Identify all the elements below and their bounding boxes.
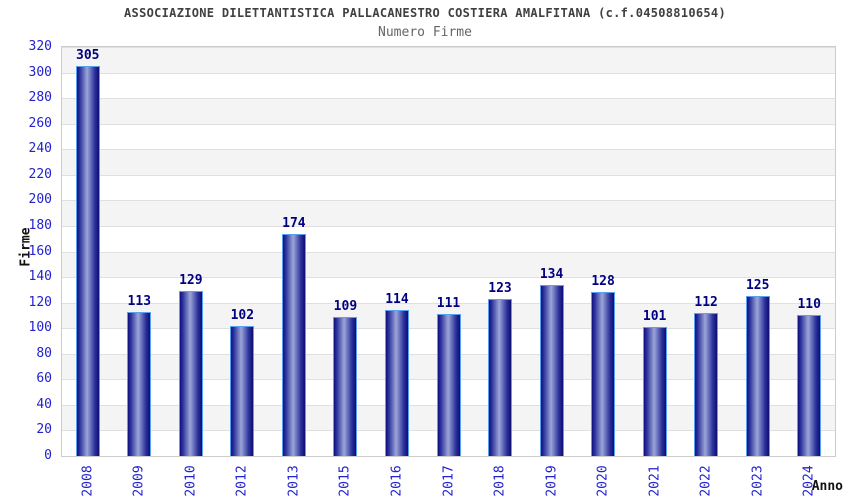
gridline [62,149,835,151]
gridline [62,225,835,227]
bar [75,66,100,456]
bar-value-label: 112 [694,294,718,310]
bar [281,233,306,456]
bar [333,316,358,456]
chart-subtitle: Numero Firme [378,25,472,40]
y-tick-label: 140 [28,269,52,285]
y-tick-label: 280 [28,90,52,106]
x-tick-label: 2023 [750,465,766,497]
plot-band [62,123,835,150]
y-axis-label: Firme [18,227,34,267]
bar-value-label: 128 [591,274,615,290]
x-tick-label: 2008 [80,465,96,497]
plot-band [62,225,835,252]
y-tick-label: 300 [28,64,52,80]
x-tick-label: 2016 [389,465,405,497]
y-tick-label: 80 [36,345,52,361]
plot-band [62,200,835,226]
bar [745,296,770,456]
chart-title: ASSOCIAZIONE DILETTANTISTICA PALLACANEST… [124,6,726,20]
bar [642,326,667,456]
x-axis-label: Anno [811,479,843,494]
gridline [62,251,835,253]
bar [694,312,719,456]
bar-value-label: 113 [127,293,152,309]
y-tick-label: 260 [28,115,52,131]
bar-value-label: 123 [488,280,512,296]
bar-value-label: 305 [76,48,100,64]
bar-value-label: 174 [282,215,306,231]
bar [436,314,461,456]
y-tick-label: 100 [28,320,52,336]
x-tick-label: 2013 [286,465,302,497]
plot-band [62,72,835,99]
bar-value-label: 102 [230,307,255,323]
bar-value-label: 134 [539,266,564,282]
x-tick-label: 2009 [131,465,147,497]
gridline [62,47,835,48]
bar [230,325,255,456]
x-tick-label: 2012 [234,465,250,497]
y-tick-label: 240 [28,141,52,157]
gridline [62,123,835,125]
gridline [62,302,835,304]
bar-value-label: 110 [797,297,821,313]
y-tick-label: 120 [28,294,52,310]
y-tick-label: 320 [28,39,52,54]
y-tick-label: 160 [28,243,52,259]
y-tick-label: 20 [36,422,52,438]
x-tick-label: 2021 [647,465,663,497]
gridline [62,72,835,74]
gridline [62,174,835,176]
plot-band [62,174,835,201]
bar-value-label: 125 [745,278,770,294]
bar [127,311,152,456]
x-tick-label: 2015 [337,465,353,497]
bar-value-label: 101 [642,308,667,324]
bar [178,291,203,456]
gridline [62,98,835,100]
plot-band [62,98,835,124]
y-tick-label: 0 [44,448,52,463]
x-tick-label: 2017 [441,465,456,497]
plot-band [62,251,835,278]
x-tick-label: 2019 [544,465,560,497]
y-tick-label: 40 [36,396,52,412]
plot-band [62,47,835,73]
gridline [62,200,835,202]
bar-value-label: 114 [385,292,409,308]
x-tick-label: 2022 [698,465,714,497]
bar [797,315,822,456]
x-tick-label: 2018 [492,465,508,497]
x-tick-label: 2010 [183,465,199,497]
y-tick-label: 180 [28,217,52,233]
bar-value-label: 109 [333,298,358,314]
bar [539,284,564,456]
y-tick-label: 220 [28,166,52,182]
bar [384,310,409,456]
y-tick-label: 200 [28,192,52,208]
gridline [62,277,835,279]
bar [488,298,513,456]
plot-band [62,149,835,175]
y-tick-label: 60 [36,371,52,387]
bar [591,292,616,456]
bar-value-label: 111 [436,296,461,312]
bar-value-label: 129 [179,273,203,289]
x-tick-label: 2020 [595,465,611,497]
